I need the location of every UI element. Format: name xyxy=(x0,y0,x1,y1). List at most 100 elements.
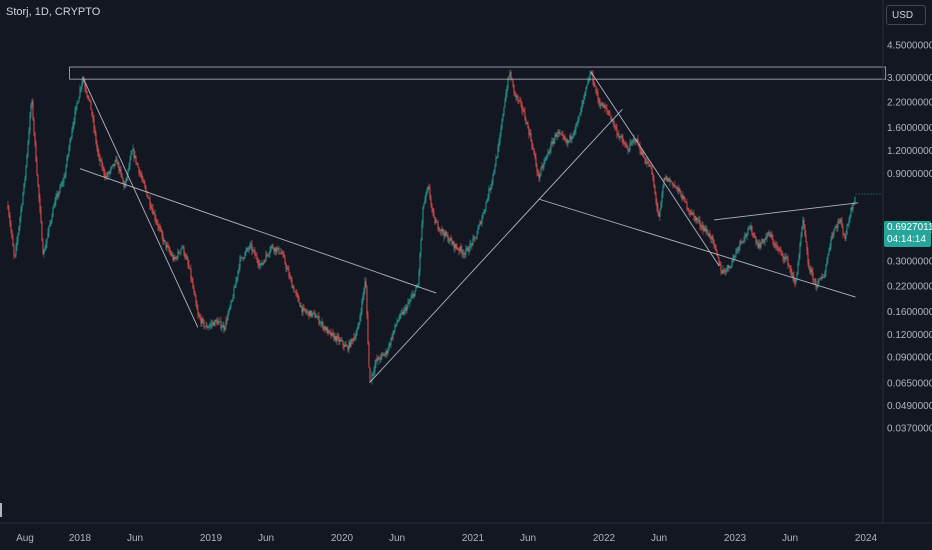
candle-body xyxy=(167,245,169,247)
scroll-handle[interactable] xyxy=(0,503,2,517)
candle-body xyxy=(307,311,309,313)
candle-body xyxy=(675,186,677,188)
candle-body xyxy=(110,167,112,172)
candle-body xyxy=(628,150,630,152)
candle-body xyxy=(360,312,362,317)
candle-body xyxy=(40,209,42,223)
candle-body xyxy=(678,188,680,191)
candle-body xyxy=(514,91,516,94)
candle-body xyxy=(419,253,421,272)
candle-body xyxy=(292,287,294,288)
candle-body xyxy=(482,213,484,218)
candle-body xyxy=(81,81,83,88)
candle-body xyxy=(583,95,585,101)
candle-body xyxy=(52,208,54,218)
candle-body xyxy=(246,248,248,251)
candle-body xyxy=(657,207,659,213)
candle-body xyxy=(566,139,568,144)
candle-body xyxy=(135,155,137,163)
candle-body xyxy=(730,266,732,268)
candle-body xyxy=(617,134,619,136)
candle-body xyxy=(409,300,411,303)
candle-body xyxy=(418,271,420,286)
candle-body xyxy=(331,332,333,337)
candle-body xyxy=(849,216,851,221)
candle-body xyxy=(542,165,544,168)
time-tick-label: Jun xyxy=(520,533,536,544)
candle-body xyxy=(548,152,550,154)
candle-body xyxy=(683,195,685,198)
candle-body xyxy=(781,250,783,254)
candle-body xyxy=(423,203,425,207)
candle-body xyxy=(531,140,533,148)
candle-body xyxy=(665,176,667,180)
trend-line[interactable] xyxy=(590,71,720,267)
candle-body xyxy=(698,220,700,221)
candle-body xyxy=(747,228,749,235)
candle-body xyxy=(549,150,551,153)
candle-body xyxy=(598,99,600,103)
candle-body xyxy=(286,268,288,270)
candle-body xyxy=(634,138,636,142)
candle-body xyxy=(686,202,688,209)
candle-body xyxy=(842,226,844,234)
candle-body xyxy=(655,193,657,202)
candle-body xyxy=(458,249,460,251)
candle-body xyxy=(559,133,561,135)
candle-body xyxy=(308,311,310,317)
candle-body xyxy=(450,238,452,241)
candle-body xyxy=(823,277,825,279)
candle-body xyxy=(835,226,837,229)
candle-body xyxy=(787,257,789,266)
candle-body xyxy=(630,142,632,144)
candle-body xyxy=(546,154,548,158)
trend-line[interactable] xyxy=(369,109,623,383)
candle-body xyxy=(140,173,142,177)
candle-body xyxy=(457,248,459,250)
candle-body xyxy=(674,185,676,187)
candle-body xyxy=(695,217,697,221)
candle-body xyxy=(503,106,505,115)
candle-body xyxy=(399,314,401,320)
time-axis[interactable]: Aug 2018 Jun 2019 Jun 2020 Jun 2021 Jun 2022 Jun 20… xyxy=(16,533,877,544)
candle-body xyxy=(208,326,210,328)
candle-body xyxy=(355,334,357,339)
candle-body xyxy=(555,134,557,137)
candle-body xyxy=(57,194,59,196)
candle-body xyxy=(80,87,82,90)
trend-line[interactable] xyxy=(538,198,856,298)
candle-body xyxy=(622,138,624,142)
candle-body xyxy=(570,135,572,140)
candle-body xyxy=(98,153,100,157)
candle-body xyxy=(664,178,666,180)
candle-body xyxy=(10,223,12,231)
resistance-zone[interactable] xyxy=(69,66,887,80)
currency-button[interactable]: USD xyxy=(886,5,926,25)
candle-body xyxy=(668,178,670,182)
candle-body xyxy=(438,228,440,231)
candle-body xyxy=(428,186,430,189)
trend-line[interactable] xyxy=(82,76,199,328)
candle-body xyxy=(284,257,286,264)
candle-body xyxy=(351,339,353,340)
trend-line[interactable] xyxy=(713,202,859,221)
candle-body xyxy=(79,89,81,98)
candle-body xyxy=(757,242,759,248)
candle-body xyxy=(245,250,247,253)
candle-body xyxy=(86,91,88,96)
candle-body xyxy=(41,222,43,241)
candle-body xyxy=(390,337,392,345)
candle-body xyxy=(828,251,830,255)
candle-body xyxy=(270,246,272,251)
candle-body xyxy=(327,329,329,334)
trend-line[interactable] xyxy=(79,168,437,294)
candle-body xyxy=(183,246,185,255)
candle-body xyxy=(173,257,175,260)
candle-body xyxy=(442,229,444,233)
candle-body xyxy=(391,337,393,339)
candle-body xyxy=(210,323,212,325)
